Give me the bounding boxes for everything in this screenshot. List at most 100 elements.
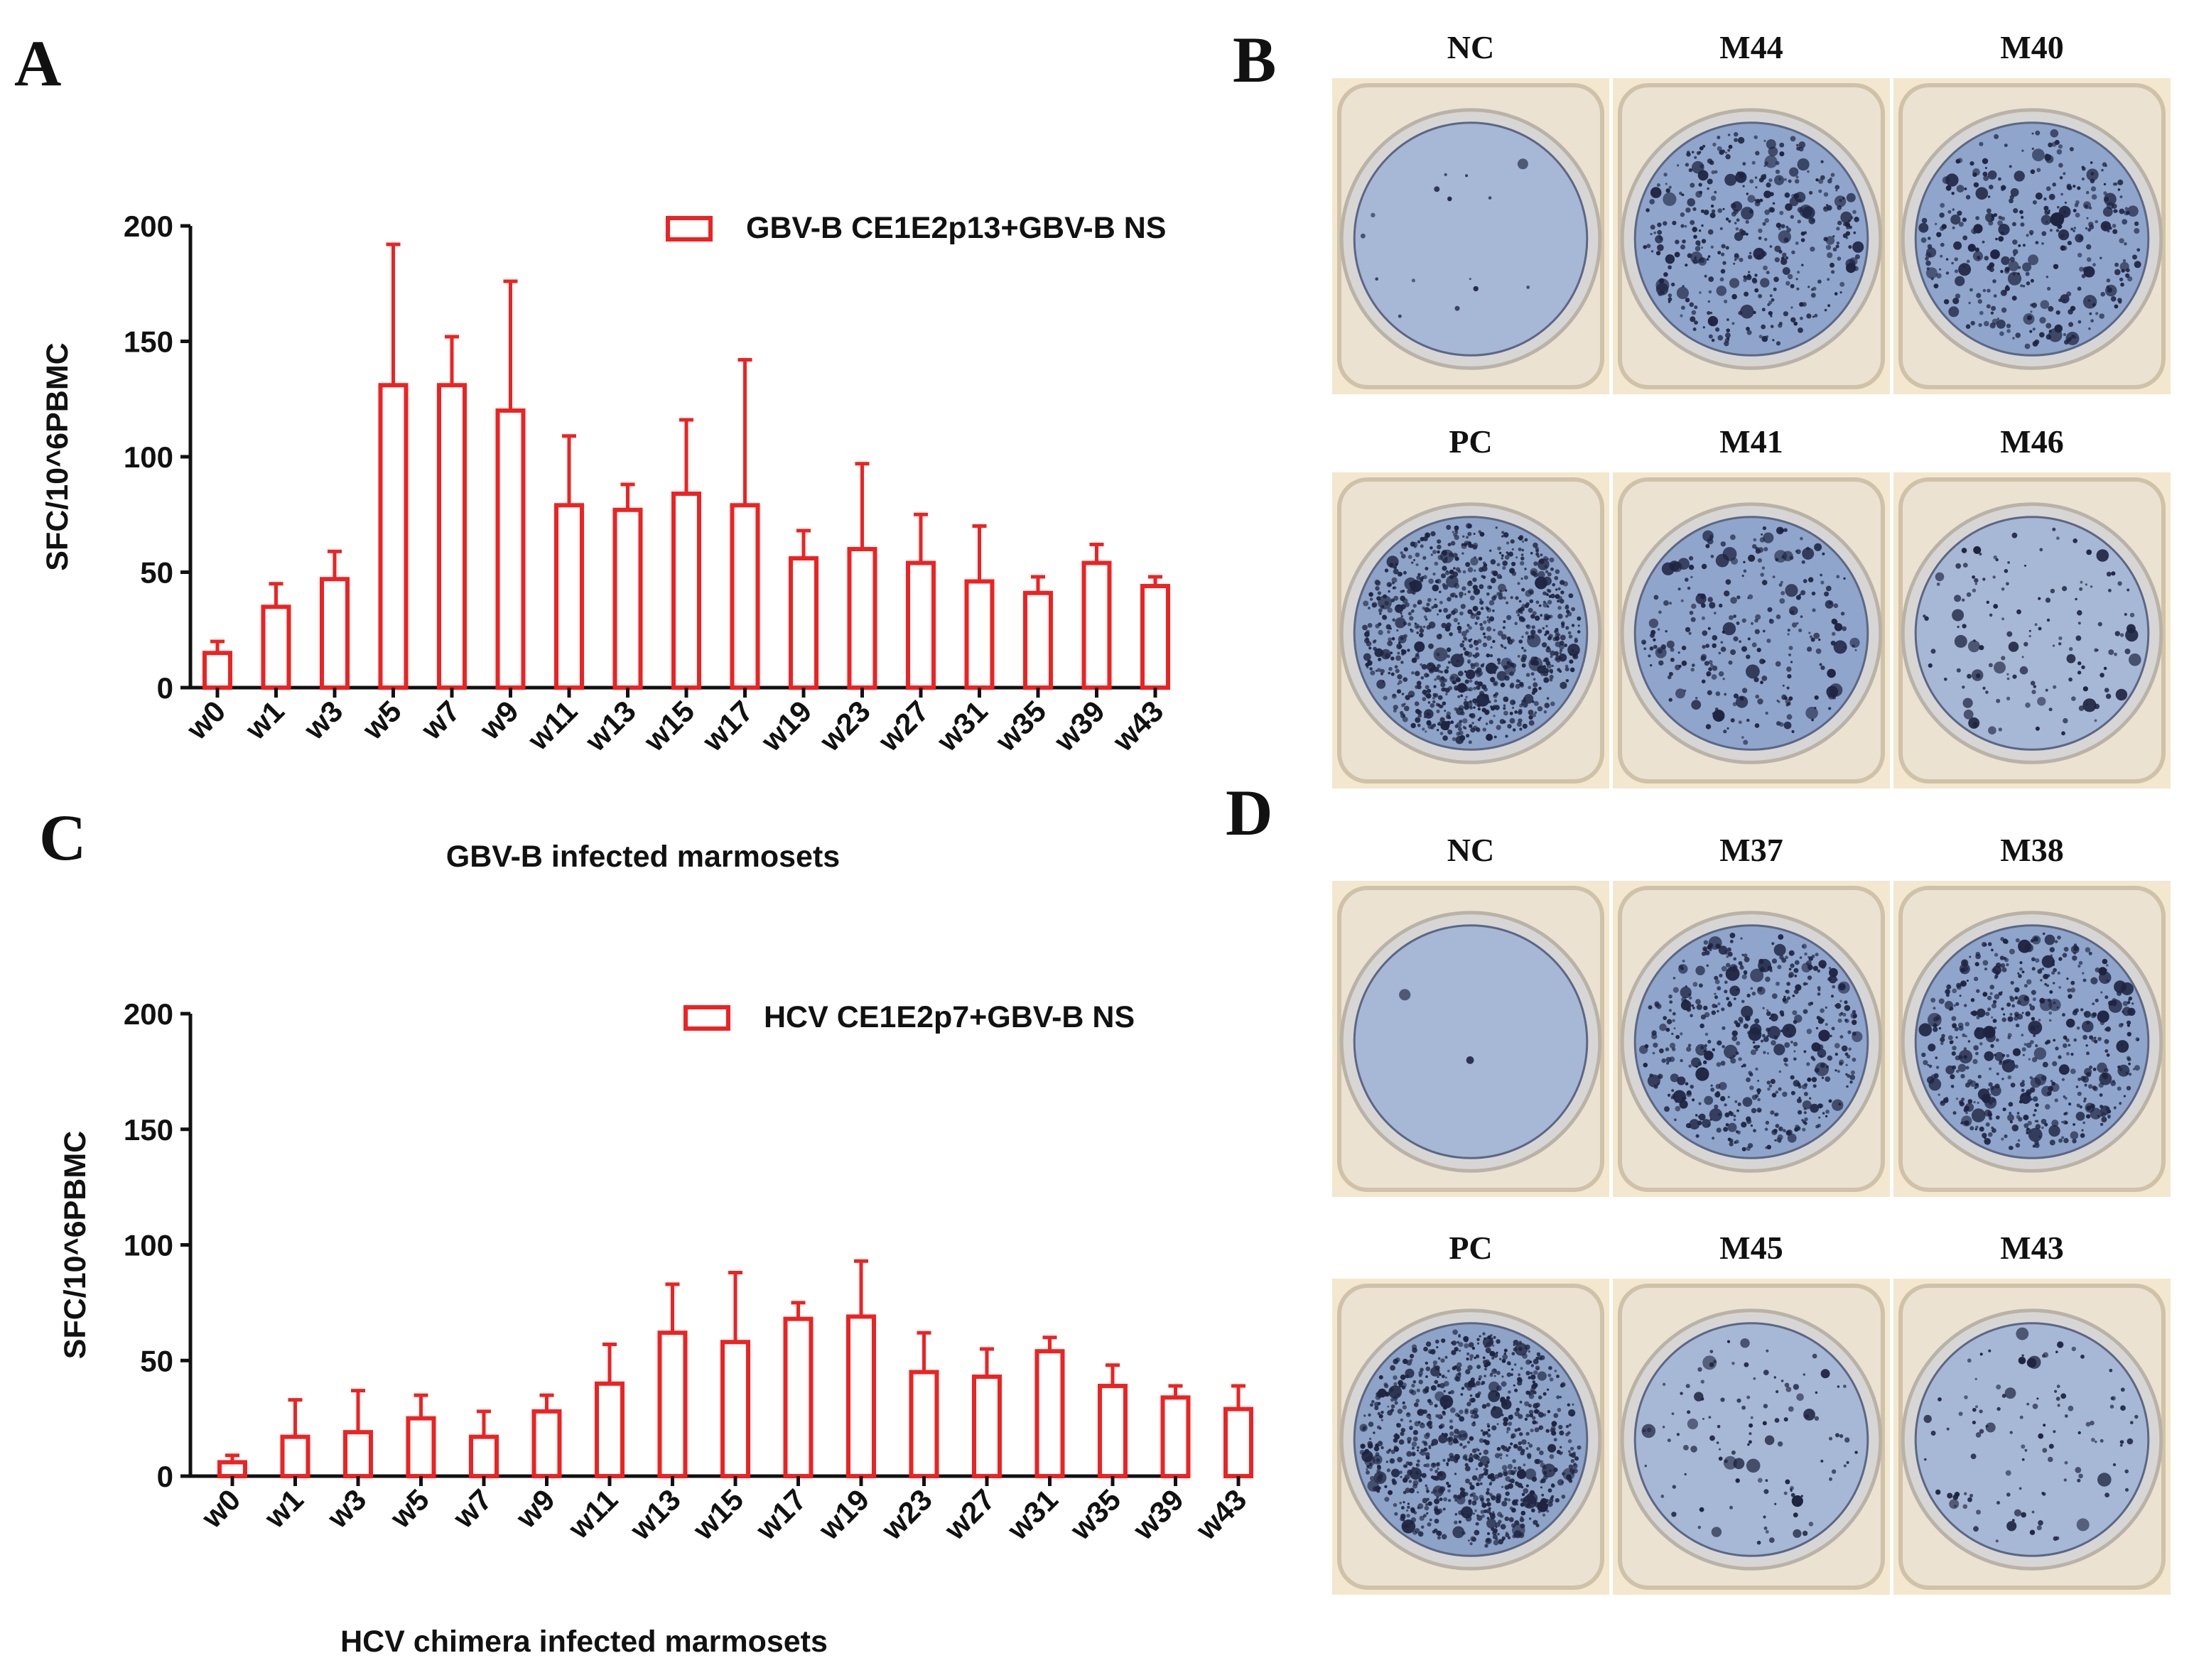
well-spots [1359, 1329, 1582, 1548]
bar [202, 651, 232, 690]
x-tick-label: w43 [1106, 694, 1169, 758]
well-membrane [1914, 516, 2150, 751]
legend-label: HCV CE1E2p7+GBV-B NS [764, 1000, 1135, 1034]
bar [406, 1416, 436, 1478]
well-spots [1641, 526, 1860, 745]
well-membrane [1353, 924, 1589, 1159]
bar [378, 383, 409, 690]
well-d_top-0: NC [1332, 832, 1609, 1197]
legend-swatch [683, 1005, 730, 1031]
well-d_top-1: M37 [1613, 832, 1890, 1197]
y-axis-title: SFC/10^6PBMC [40, 342, 75, 570]
well-spots [1643, 131, 1864, 347]
well-b_bottom-0: PC [1332, 423, 1609, 788]
well-membrane [1633, 121, 1869, 357]
x-tick-label: w13 [578, 694, 642, 758]
bar [320, 577, 350, 690]
bar [789, 556, 818, 690]
well-membrane [1633, 924, 1869, 1159]
well-label: PC [1449, 1230, 1492, 1266]
x-tick-label: w3 [297, 694, 350, 747]
well-d_bottom-2: M43 [1893, 1230, 2171, 1595]
x-tick-label: w31 [1000, 1483, 1064, 1546]
bar [1034, 1349, 1065, 1478]
x-tick-label: w7 [446, 1483, 499, 1535]
bar [531, 1409, 562, 1478]
x-tick-label: w15 [686, 1483, 750, 1546]
y-tick-label: 100 [124, 1229, 173, 1262]
bar [343, 1430, 373, 1479]
y-tick-label: 200 [124, 997, 173, 1031]
x-tick-label: w23 [813, 694, 877, 758]
bar [1160, 1395, 1191, 1478]
well-label: PC [1449, 423, 1492, 460]
x-tick-label: w9 [472, 694, 525, 747]
x-tick-label: w23 [875, 1483, 939, 1546]
bar [437, 383, 467, 690]
panel-letter-a: A [14, 27, 61, 99]
x-tick-label: w19 [754, 694, 818, 758]
bar [783, 1316, 814, 1479]
well-grid-b: NC M44 M40 PC M41 M46 [1332, 29, 2171, 788]
well-b_top-1: M44 [1613, 29, 1890, 394]
bar [612, 507, 643, 690]
x-tick-label: w0 [195, 1483, 247, 1535]
well-label: M40 [2000, 29, 2063, 65]
panel-letter-d: D [1226, 776, 1272, 849]
legend-swatch [666, 216, 713, 242]
x-tick-label: w11 [521, 694, 583, 757]
bar [595, 1381, 625, 1479]
well-spots [1641, 1338, 1858, 1545]
bar [1081, 560, 1112, 690]
x-tick-label: w1 [257, 1483, 310, 1535]
well-grid-d: NC M37 M38 PC M45 M43 [1332, 832, 2171, 1595]
x-tick-label: w1 [238, 694, 291, 747]
y-tick-label: 150 [124, 325, 173, 359]
bar [1023, 590, 1053, 690]
well-b_top-2: M40 [1893, 29, 2171, 394]
bar [964, 579, 995, 690]
panel-letter-b: B [1233, 23, 1276, 96]
well-d_top-2: M38 [1893, 832, 2171, 1197]
bar [280, 1434, 310, 1479]
x-tick-label: w35 [1063, 1483, 1127, 1546]
well-d_bottom-1: M45 [1613, 1230, 1890, 1595]
well-label: M37 [1719, 832, 1783, 868]
well-label: NC [1447, 29, 1494, 65]
y-tick-label: 50 [140, 556, 173, 590]
well-spots [1918, 129, 2141, 349]
bar [495, 408, 526, 690]
y-axis-title: SFC/10^6PBMC [58, 1131, 92, 1359]
y-tick-label: 200 [124, 210, 173, 243]
bar [469, 1434, 499, 1479]
well-label: M46 [2000, 423, 2063, 460]
bar [846, 1314, 876, 1479]
x-tick-label: w15 [637, 694, 701, 758]
well-label: M43 [2000, 1230, 2063, 1266]
bar [909, 1370, 939, 1479]
x-tick-label: w17 [749, 1483, 813, 1546]
well-label: M38 [2000, 832, 2063, 868]
x-tick-label: w39 [1047, 694, 1111, 758]
bar [1223, 1407, 1253, 1478]
x-tick-label: w9 [509, 1483, 561, 1535]
x-tick-label: w7 [414, 694, 467, 747]
well-spots [1923, 1327, 2139, 1543]
well-b_bottom-2: M46 [1893, 423, 2171, 788]
x-tick-label: w13 [623, 1483, 687, 1546]
x-tick-label: w31 [930, 694, 994, 758]
well-spots [1639, 933, 1863, 1151]
y-tick-label: 0 [157, 1460, 173, 1493]
bar [261, 605, 291, 690]
well-b_bottom-1: M41 [1613, 423, 1890, 788]
bar [554, 503, 584, 690]
x-tick-label: w3 [320, 1483, 373, 1535]
x-tick-label: w27 [871, 694, 935, 758]
well-label: M45 [1719, 1230, 1783, 1266]
x-axis-title: HCV chimera infected marmosets [340, 1625, 828, 1659]
bar [1098, 1384, 1128, 1479]
well-membrane [1633, 1322, 1869, 1557]
